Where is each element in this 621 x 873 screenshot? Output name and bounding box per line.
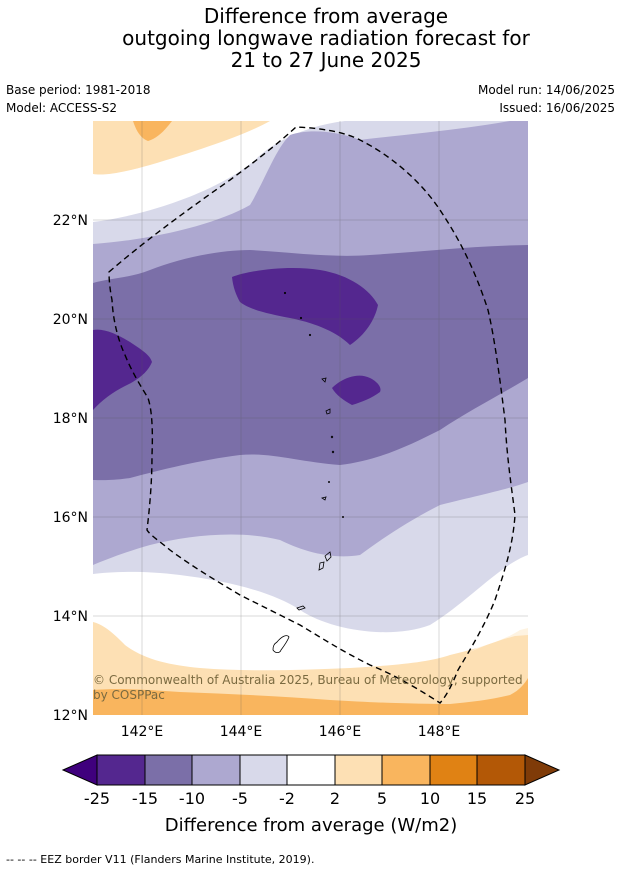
colorbar-min-extension — [61, 754, 98, 786]
lat-label-16n: 16°N — [53, 510, 88, 526]
colorbar-tick-minus2: -2 — [279, 789, 295, 808]
anomaly-blob-minus15-north — [232, 267, 378, 345]
base-period-text: Base period: 1981-2018 — [6, 83, 151, 97]
colorbar-tick-minus25: -25 — [84, 789, 110, 808]
island-guam — [272, 635, 290, 654]
meta-right: Model run: 14/06/2025 Issued: 16/06/2025 — [478, 81, 615, 117]
lon-label-148e: 148°E — [418, 724, 461, 740]
lon-label-144e: 144°E — [220, 724, 263, 740]
island-maug — [308, 333, 312, 337]
title-line-1: Difference from average — [203, 4, 449, 28]
island-agrihan — [321, 377, 327, 383]
lat-label-20n: 20°N — [53, 312, 88, 328]
island-farallon-de-pajaros — [283, 291, 287, 295]
colorbar-tick-plus25: 25 — [515, 789, 535, 808]
colorbar-swatch-minus25 — [96, 754, 146, 786]
colorbar-swatch-minus10 — [191, 754, 241, 786]
island-guguan — [331, 450, 335, 454]
colorbar-label: Difference from average (W/m2) — [165, 815, 457, 836]
title-line-3: 21 to 27 June 2025 — [230, 48, 422, 72]
positive-band-north — [93, 121, 270, 175]
title-line-2: outgoing longwave radiation forecast for — [122, 26, 530, 50]
colorbar-tick-plus15: 15 — [467, 789, 487, 808]
eez-border — [108, 126, 516, 704]
colorbar-swatch-plus10 — [429, 754, 478, 786]
island-sarigan — [327, 480, 330, 483]
lat-label-12n: 12°N — [53, 708, 88, 724]
colorbar-tick-plus10: 10 — [420, 789, 440, 808]
gridlines — [93, 121, 528, 715]
model-text: Model: ACCESS-S2 — [6, 101, 118, 115]
colorbar-tick-minus5: -5 — [232, 789, 248, 808]
neutral-gap-se — [470, 612, 528, 652]
island-outlines — [272, 291, 344, 654]
issued-text: Issued: 16/06/2025 — [499, 101, 615, 115]
lat-label-22n: 22°N — [53, 213, 88, 229]
island-tinian — [318, 561, 325, 571]
colorbar-tick-minus10: -10 — [179, 789, 205, 808]
island-pagan — [325, 408, 331, 415]
colorbar-max-extension — [524, 754, 561, 786]
colorbar-swatch-plus5 — [381, 754, 431, 786]
lon-label-142e: 142°E — [121, 724, 164, 740]
positive-band-south — [93, 622, 528, 715]
colorbar-swatch-minus5 — [239, 754, 288, 786]
anomaly-blob-minus15-west — [93, 329, 152, 410]
island-farallon-de-medinilla — [341, 516, 344, 519]
colorbar-swatch-plus15 — [476, 754, 526, 786]
meta-left: Base period: 1981-2018 Model: ACCESS-S2 — [6, 81, 151, 117]
model-run-text: Model run: 14/06/2025 — [477, 83, 615, 97]
island-asuncion — [299, 316, 303, 320]
colorbar-swatch-minus15 — [144, 754, 193, 786]
anomaly-blob-minus15-center — [332, 375, 381, 405]
colorbar-swatch-neutral — [286, 754, 336, 786]
colorbar-tick-plus5: 5 — [377, 789, 387, 808]
map-title: Difference from average outgoing longwav… — [0, 5, 621, 71]
credit-line-1: © Commonwealth of Australia 2025, Bureau… — [93, 673, 523, 687]
lon-label-146e: 146°E — [319, 724, 362, 740]
lat-label-14n: 14°N — [53, 609, 88, 625]
colorbar: -25 -15 -10 -5 -2 2 5 10 15 25 Differenc… — [61, 754, 561, 836]
colorbar-swatch-plus2 — [334, 754, 383, 786]
island-alamagan — [330, 435, 334, 439]
positive-band-south-strong — [93, 678, 528, 715]
colorbar-tick-plus2: 2 — [330, 789, 340, 808]
latitude-labels: 22°N 20°N 18°N 16°N 14°N 12°N — [53, 213, 88, 724]
anomaly-band-minus10 — [93, 245, 528, 481]
island-anatahan — [321, 496, 327, 501]
island-rota — [296, 605, 306, 611]
lat-label-18n: 18°N — [53, 411, 88, 427]
positive-band-north-strong — [133, 121, 172, 141]
island-saipan — [324, 551, 332, 562]
longitude-labels: 142°E 144°E 146°E 148°E — [121, 724, 461, 740]
anomaly-field: © Commonwealth of Australia 2025, Bureau… — [93, 121, 528, 715]
colorbar-tick-minus15: -15 — [132, 789, 158, 808]
eez-legend-footer: -- -- -- EEZ border V11 (Flanders Marine… — [6, 853, 315, 866]
credit-line-2: by COSPPac — [93, 688, 165, 702]
